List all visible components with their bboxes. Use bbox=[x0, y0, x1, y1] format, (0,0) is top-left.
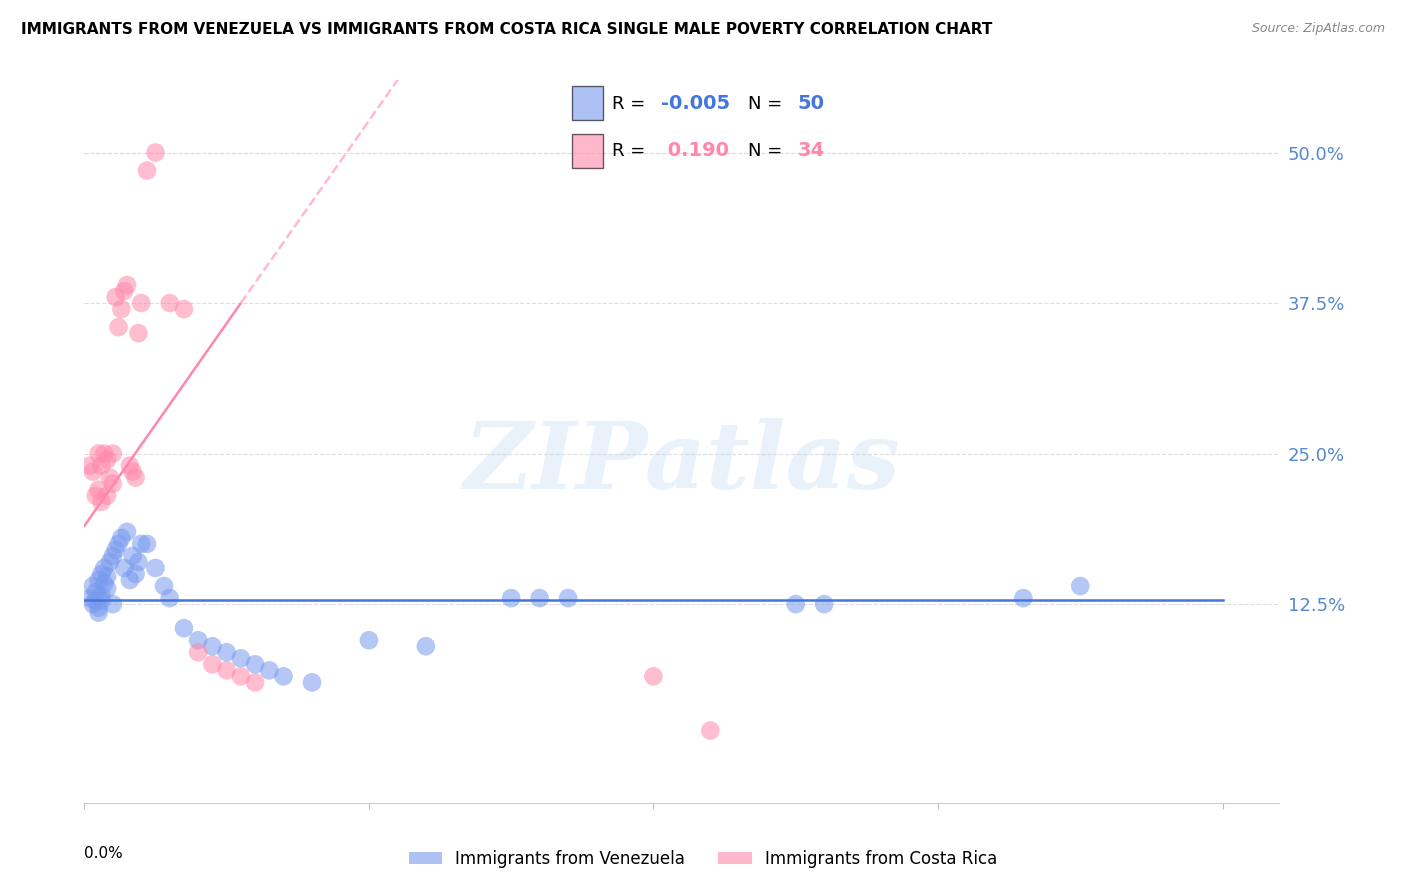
Point bbox=[201, 639, 224, 653]
Point bbox=[173, 621, 195, 635]
Point bbox=[273, 669, 295, 683]
Point bbox=[215, 664, 238, 678]
Point bbox=[301, 675, 323, 690]
Point bbox=[101, 597, 124, 611]
Point bbox=[107, 537, 129, 551]
Point bbox=[93, 446, 115, 460]
Point bbox=[115, 524, 138, 539]
Point bbox=[243, 675, 266, 690]
Point bbox=[173, 301, 195, 317]
Point bbox=[501, 591, 523, 606]
Point bbox=[1012, 591, 1035, 606]
Point bbox=[643, 669, 665, 683]
Point bbox=[104, 542, 127, 557]
Point bbox=[129, 296, 152, 310]
Point bbox=[785, 597, 807, 611]
Point bbox=[145, 561, 167, 575]
Point bbox=[136, 163, 159, 178]
Text: 50: 50 bbox=[797, 94, 824, 113]
Point bbox=[90, 589, 112, 603]
Text: 0.190: 0.190 bbox=[661, 141, 730, 161]
Point bbox=[87, 606, 110, 620]
Point bbox=[1069, 579, 1091, 593]
Text: 0.0%: 0.0% bbox=[84, 847, 124, 861]
Point bbox=[90, 593, 112, 607]
Point bbox=[93, 576, 115, 591]
Point bbox=[813, 597, 835, 611]
Point bbox=[124, 567, 146, 582]
Point bbox=[229, 669, 252, 683]
Text: -0.005: -0.005 bbox=[661, 94, 731, 113]
Point bbox=[101, 446, 124, 460]
Point bbox=[98, 471, 121, 485]
Point bbox=[557, 591, 579, 606]
Point bbox=[107, 320, 129, 334]
Point bbox=[112, 561, 135, 575]
Point bbox=[357, 633, 380, 648]
Point bbox=[101, 476, 124, 491]
Point bbox=[118, 573, 141, 587]
Point bbox=[159, 591, 181, 606]
Point bbox=[93, 561, 115, 575]
Point bbox=[96, 569, 118, 583]
Point bbox=[87, 483, 110, 497]
Point bbox=[127, 555, 149, 569]
Point bbox=[259, 664, 281, 678]
FancyBboxPatch shape bbox=[572, 135, 603, 168]
Point bbox=[79, 591, 101, 606]
Point bbox=[115, 277, 138, 292]
Point bbox=[96, 452, 118, 467]
Text: R =: R = bbox=[612, 95, 645, 112]
Point bbox=[90, 567, 112, 582]
Point bbox=[159, 296, 181, 310]
Point bbox=[118, 458, 141, 473]
Point bbox=[90, 458, 112, 473]
Point bbox=[90, 494, 112, 508]
Text: N =: N = bbox=[748, 142, 782, 160]
Text: N =: N = bbox=[748, 95, 782, 112]
Point bbox=[121, 549, 143, 563]
Point bbox=[110, 531, 132, 545]
Point bbox=[112, 284, 135, 298]
Point bbox=[96, 582, 118, 596]
Point bbox=[243, 657, 266, 672]
Point bbox=[121, 465, 143, 479]
Point bbox=[136, 537, 159, 551]
Point bbox=[124, 471, 146, 485]
Point bbox=[82, 465, 104, 479]
Point bbox=[87, 446, 110, 460]
Point bbox=[129, 537, 152, 551]
Point bbox=[104, 290, 127, 304]
Point bbox=[215, 645, 238, 659]
Legend: Immigrants from Venezuela, Immigrants from Costa Rica: Immigrants from Venezuela, Immigrants fr… bbox=[402, 844, 1004, 875]
Text: Source: ZipAtlas.com: Source: ZipAtlas.com bbox=[1251, 22, 1385, 36]
FancyBboxPatch shape bbox=[572, 87, 603, 120]
Point bbox=[82, 579, 104, 593]
Point bbox=[84, 489, 107, 503]
Point bbox=[110, 301, 132, 317]
Point bbox=[153, 579, 176, 593]
Point bbox=[529, 591, 551, 606]
Text: ZIPatlas: ZIPatlas bbox=[464, 418, 900, 508]
Point bbox=[87, 573, 110, 587]
Point bbox=[699, 723, 721, 738]
Point bbox=[84, 593, 107, 607]
Point bbox=[87, 600, 110, 615]
Point bbox=[201, 657, 224, 672]
Point bbox=[96, 489, 118, 503]
Point bbox=[79, 458, 101, 473]
Text: R =: R = bbox=[612, 142, 645, 160]
Point bbox=[187, 645, 209, 659]
Point bbox=[127, 326, 149, 341]
Point bbox=[82, 597, 104, 611]
Point bbox=[101, 549, 124, 563]
Point bbox=[145, 145, 167, 160]
Point bbox=[229, 651, 252, 665]
Point bbox=[415, 639, 437, 653]
Text: IMMIGRANTS FROM VENEZUELA VS IMMIGRANTS FROM COSTA RICA SINGLE MALE POVERTY CORR: IMMIGRANTS FROM VENEZUELA VS IMMIGRANTS … bbox=[21, 22, 993, 37]
Point bbox=[187, 633, 209, 648]
Point bbox=[98, 555, 121, 569]
Text: 34: 34 bbox=[797, 141, 824, 161]
Point bbox=[84, 585, 107, 599]
